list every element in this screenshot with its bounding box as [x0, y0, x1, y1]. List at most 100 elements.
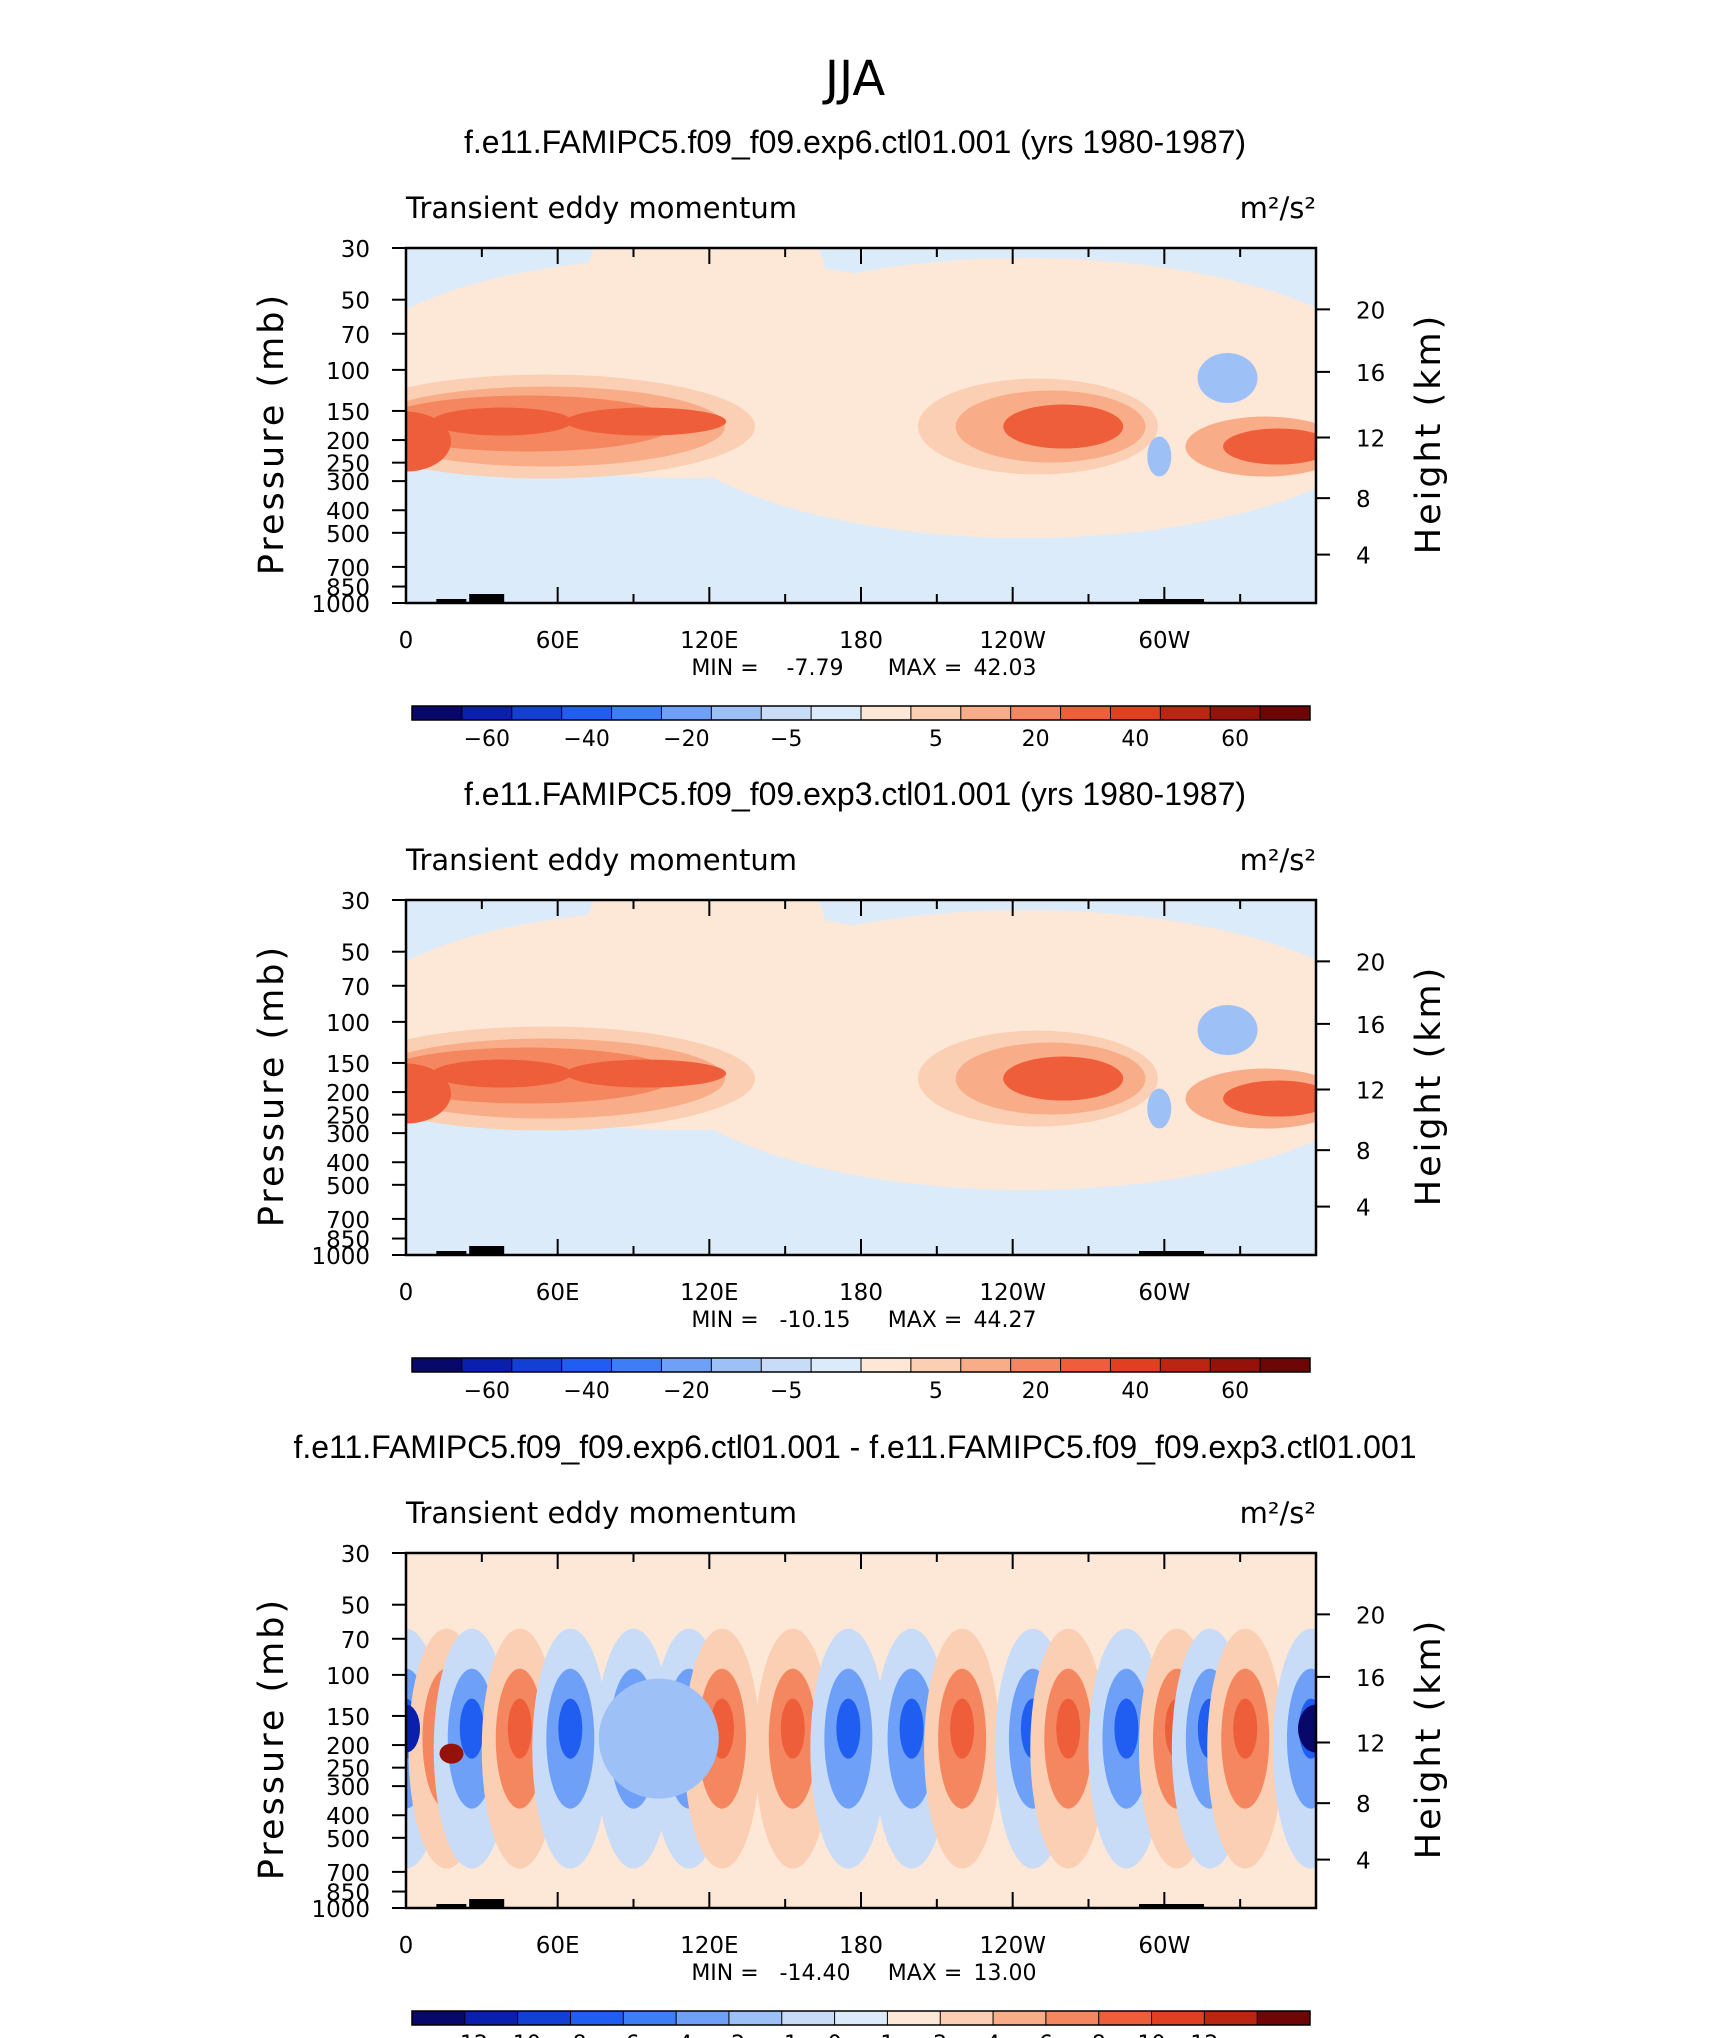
- colorbar-swatch: [676, 2011, 730, 2025]
- field-region: [586, 248, 826, 358]
- colorbar-swatch: [940, 2011, 994, 2025]
- field-region: [1147, 1088, 1172, 1129]
- y2-tick-label: 4: [1356, 1196, 1371, 1222]
- colorbar-swatch: [511, 706, 563, 720]
- y2-axis-label: Height (km): [1409, 1618, 1449, 1860]
- colorbar-label: 12: [1190, 2032, 1218, 2038]
- diff-contour: [1056, 1698, 1081, 1759]
- diff-contour: [950, 1698, 975, 1759]
- max-value: 42.03: [974, 656, 1037, 681]
- field-region: [586, 900, 826, 1010]
- colorbar-swatch: [461, 706, 513, 720]
- jet-contour: [432, 1059, 573, 1088]
- colorbar-label: 8: [1092, 2032, 1106, 2038]
- colorbar-swatch: [412, 706, 463, 720]
- y-tick-label: 850: [326, 1228, 370, 1254]
- jet-contour: [566, 407, 727, 436]
- colorbar-label: −12: [442, 2032, 488, 2038]
- contour-field: [406, 900, 1316, 1255]
- x-tick-label: 60W: [1138, 1933, 1190, 1959]
- colorbar-swatch: [1160, 706, 1211, 720]
- topography: [1139, 1904, 1205, 1908]
- y2-tick-label: 12: [1356, 426, 1385, 452]
- x-tick-label: 120W: [979, 1933, 1046, 1959]
- y2-tick-label: 4: [1356, 1849, 1371, 1875]
- field-region: [1197, 353, 1258, 403]
- y-tick-label: 300: [326, 1775, 370, 1801]
- y-tick-label: 1000: [311, 1897, 370, 1923]
- y-tick-label: 250: [326, 1104, 370, 1130]
- field-region: [1197, 1005, 1258, 1055]
- colorbar-label: 6: [1039, 2032, 1053, 2038]
- y-tick-label: 70: [341, 975, 370, 1001]
- x-tick-label: 180: [839, 1933, 883, 1959]
- colorbar-swatch: [861, 1358, 912, 1372]
- y-tick-label: 200: [326, 1734, 370, 1760]
- min-value: -7.79: [787, 656, 844, 681]
- panel-2: f.e11.FAMIPC5.f09_f09.exp3.ctl01.001 (yr…: [252, 776, 1449, 1404]
- max-label: MAX =: [888, 656, 963, 681]
- colorbar-swatch: [1160, 1358, 1211, 1372]
- diff-contour: [507, 1698, 532, 1759]
- y-tick-label: 50: [341, 289, 370, 315]
- colorbar-label: 10: [1138, 2032, 1166, 2038]
- colorbar-swatch: [761, 1358, 812, 1372]
- colorbar-label: −1: [766, 2032, 798, 2038]
- y2-tick-label: 16: [1356, 361, 1385, 387]
- diff-contour: [459, 1698, 484, 1759]
- panel-title: f.e11.FAMIPC5.f09_f09.exp6.ctl01.001 - f…: [293, 1429, 1416, 1465]
- colorbar-swatch: [661, 1358, 712, 1372]
- diff-contour: [899, 1698, 924, 1759]
- colorbar-swatch: [960, 1358, 1012, 1372]
- x-tick-label: 120E: [680, 628, 738, 654]
- left-string: Transient eddy momentum: [405, 191, 797, 225]
- colorbar-swatch: [711, 706, 762, 720]
- colorbar-label: −4: [660, 2032, 692, 2038]
- field-region: [1206, 950, 1316, 1090]
- y-tick-label: 1000: [311, 592, 370, 618]
- min-value: -14.40: [780, 1961, 851, 1986]
- y-tick-label: 500: [326, 522, 370, 548]
- jet-contour: [1223, 1080, 1316, 1117]
- colorbar-swatch: [1210, 1358, 1261, 1372]
- max-label: MAX =: [888, 1961, 963, 1986]
- colorbar-swatch: [811, 1358, 862, 1372]
- y-tick-label: 1000: [311, 1244, 370, 1270]
- colorbar-swatch: [611, 1358, 662, 1372]
- colorbar-swatch: [910, 1358, 962, 1372]
- colorbar-swatch: [611, 706, 662, 720]
- colorbar-swatch: [561, 706, 613, 720]
- y-tick-label: 150: [326, 400, 370, 426]
- y2-tick-label: 4: [1356, 544, 1371, 570]
- colorbar-swatch: [1060, 706, 1111, 720]
- panel-1: f.e11.FAMIPC5.f09_f09.exp6.ctl01.001 (yr…: [252, 124, 1449, 752]
- topography: [469, 1899, 505, 1908]
- colorbar-label: 1: [880, 2032, 894, 2038]
- x-tick-label: 120W: [979, 1280, 1046, 1306]
- y-tick-label: 850: [326, 1881, 370, 1907]
- colorbar-label: −60: [464, 1379, 510, 1404]
- y-tick-label: 70: [341, 323, 370, 349]
- y-axis-label: Pressure (mb): [252, 944, 292, 1227]
- contour-field: [406, 248, 1316, 603]
- y-tick-label: 200: [326, 429, 370, 455]
- colorbar-label: −40: [563, 727, 609, 752]
- colorbar-swatch: [464, 2011, 519, 2025]
- min-label: MIN =: [691, 656, 758, 681]
- colorbar-swatch: [811, 706, 862, 720]
- left-string: Transient eddy momentum: [405, 1496, 797, 1530]
- x-tick-label: 60E: [536, 628, 580, 654]
- colorbar-swatch: [511, 1358, 563, 1372]
- y2-axis-label: Height (km): [1409, 313, 1449, 555]
- diff-contour: [780, 1698, 805, 1759]
- colorbar-label: 0: [828, 2032, 842, 2038]
- colorbar-swatch: [1010, 706, 1062, 720]
- colorbar-label: −5: [770, 727, 802, 752]
- colorbar-swatch: [412, 1358, 463, 1372]
- min-label: MIN =: [691, 1961, 758, 1986]
- topography: [469, 594, 505, 603]
- colorbar-swatch: [1098, 2011, 1153, 2025]
- colorbar-swatch: [960, 706, 1012, 720]
- y-tick-label: 250: [326, 452, 370, 478]
- colorbar-label: −5: [770, 1379, 802, 1404]
